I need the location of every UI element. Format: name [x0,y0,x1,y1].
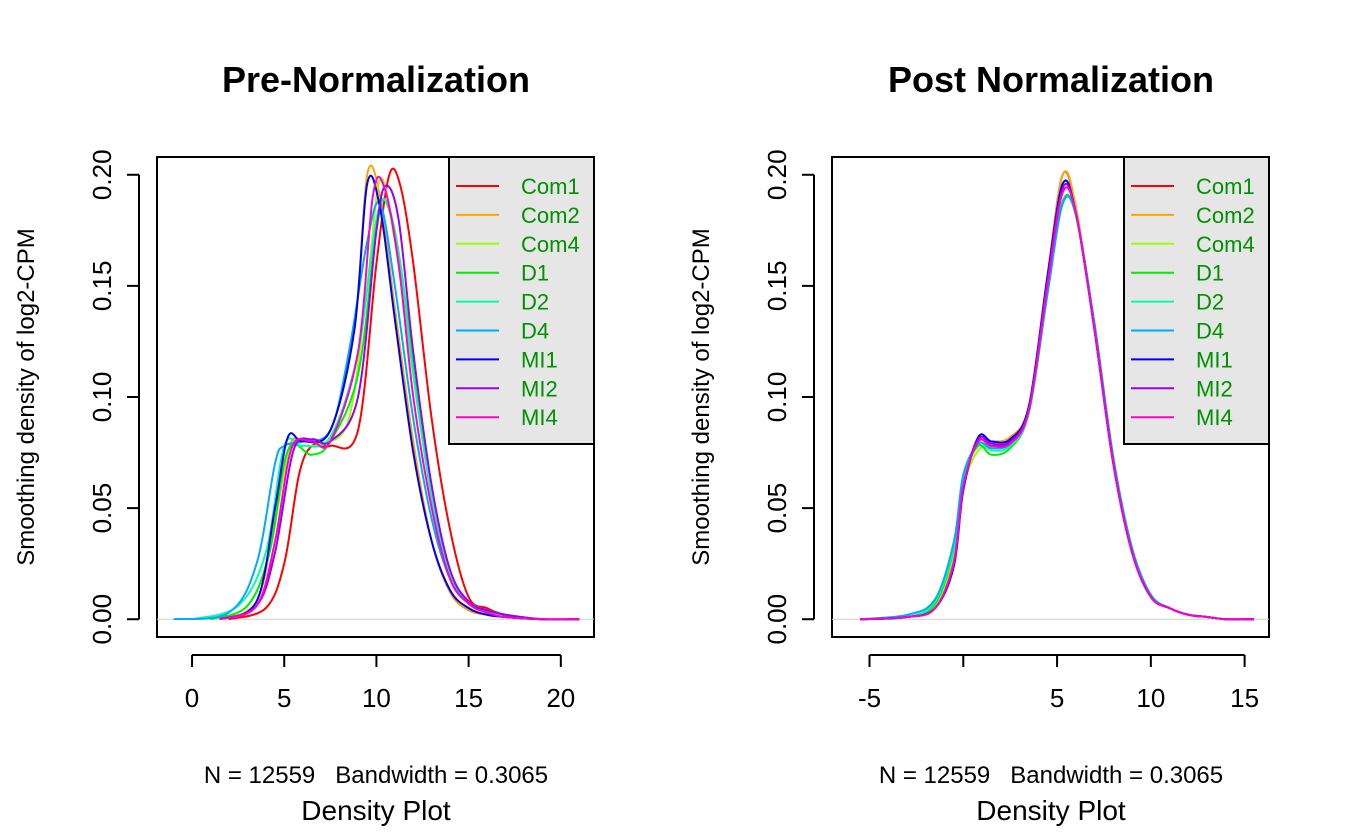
chart-title: Pre-Normalization [222,59,530,100]
x-axis-label: Density Plot [976,795,1126,826]
legend-label-mi4: MI4 [521,405,558,430]
x-axis-label: Density Plot [301,795,451,826]
y-tick-label: 0.20 [762,149,792,200]
y-tick-label: 0.20 [87,149,117,200]
x-tick-label: 15 [454,683,483,713]
series-line-mi2 [219,184,580,621]
density-curves [173,164,580,621]
legend-label-d2: D2 [521,290,549,315]
legend-label-mi4: MI4 [1196,405,1233,430]
y-tick-label: 0.15 [87,261,117,312]
axes: 0 5 10 15 20 0.00 0.05 0.10 0.15 0.20 [87,149,594,713]
y-tick-label: 0.05 [87,483,117,534]
density-curves [860,170,1255,621]
legend-label-mi2: MI2 [1196,376,1233,401]
legend: Com1 Com2 Com4 D1 D2 D4 MI1 MI2 MI4 [448,156,595,445]
y-tick-label: 0.05 [762,483,792,534]
legend-label-d1: D1 [1196,261,1224,286]
legend-label-com4: Com4 [1196,232,1255,257]
x-tick-label: 20 [546,683,575,713]
series-line-mi1 [219,174,580,621]
legend-label-mi1: MI1 [1196,347,1233,372]
legend-label-com1: Com1 [521,174,580,199]
x-tick-label: 10 [362,683,391,713]
legend-label-mi2: MI2 [521,376,558,401]
x-tick-label: 5 [277,683,291,713]
legend-label-d4: D4 [521,319,549,344]
x-tick-label: 15 [1230,683,1259,713]
x-tick-label: 10 [1136,683,1165,713]
series-line-com1 [228,167,580,621]
x-tick-label: -5 [858,683,881,713]
legend-label-com2: Com2 [521,203,580,228]
axes: -5 5 10 15 0.00 0.05 0.10 0.15 0.20 [762,149,1269,713]
series-line-mi4 [860,186,1255,621]
x-tick-label: 5 [1050,683,1064,713]
y-tick-label: 0.00 [87,594,117,645]
chart-title: Post Normalization [888,59,1214,100]
y-axis-label: Smoothing density of log2-CPM [13,228,40,566]
legend: Com1 Com2 Com4 D1 D2 D4 MI1 MI2 MI4 [1123,156,1270,445]
legend-label-mi1: MI1 [521,347,558,372]
legend-label-d4: D4 [1196,319,1224,344]
subtitle: N = 12559 Bandwidth = 0.3065 [204,762,548,789]
post-normalization-panel: Post Normalization -5 5 10 15 0.00 0.05 0.10 0.… [688,59,1270,826]
legend-label-com1: Com1 [1196,174,1255,199]
subtitle: N = 12559 Bandwidth = 0.3065 [879,762,1223,789]
legend-label-d2: D2 [1196,290,1224,315]
y-tick-label: 0.10 [87,372,117,423]
legend-label-com2: Com2 [1196,203,1255,228]
legend-label-d1: D1 [521,261,549,286]
legend-label-com4: Com4 [521,232,580,257]
series-line-mi4 [219,175,580,621]
y-tick-label: 0.10 [762,372,792,423]
y-axis-label: Smoothing density of log2-CPM [688,228,715,566]
y-tick-label: 0.00 [762,594,792,645]
pre-normalization-panel: Pre-Normalization 0 5 10 15 20 0.00 0.05 0.10 0.… [13,59,595,826]
legend-box [448,156,595,445]
x-tick-label: 0 [185,683,199,713]
legend-box [1123,156,1270,445]
y-tick-label: 0.15 [762,261,792,312]
